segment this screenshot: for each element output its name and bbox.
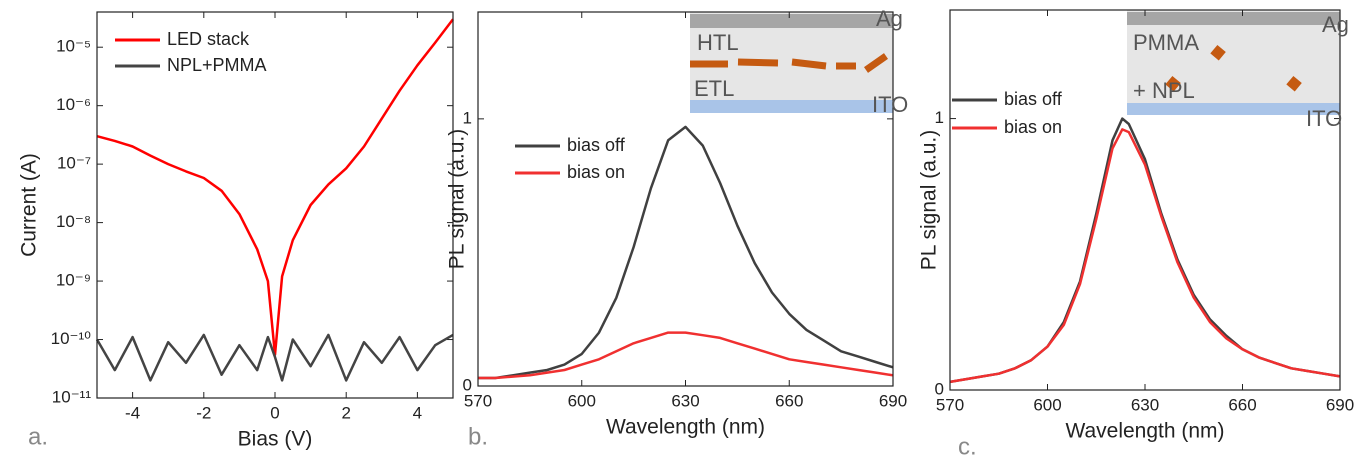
x-axis-label: Wavelength (nm) (606, 416, 765, 439)
data-line (95, 333, 454, 382)
inset-label: Ag (876, 6, 903, 31)
ito-layer (690, 100, 893, 113)
x-tick-label: 0 (270, 403, 279, 422)
y-axis-label: Current (A) (18, 153, 41, 257)
y-axis-label: PL signal (a.u.) (446, 129, 469, 269)
y-tick-label: 10⁻⁸ (56, 212, 91, 231)
x-tick-label: 660 (775, 391, 803, 410)
ag-layer (690, 14, 893, 28)
y-tick-label: 10⁻⁵ (56, 37, 91, 56)
data-line (478, 125, 894, 380)
ag-layer (1127, 12, 1340, 25)
x-axis-label: Wavelength (nm) (1065, 420, 1224, 443)
inset-label: + NPL (1133, 78, 1195, 103)
plot-frame (96, 11, 454, 399)
inset-label: ITO (1306, 106, 1342, 131)
legend-label: bias on (567, 162, 625, 182)
x-tick-label: 690 (1326, 395, 1354, 414)
inset-label: HTL (697, 30, 739, 55)
y-tick-label: 0 (935, 379, 944, 398)
x-tick-label: 2 (341, 403, 350, 422)
npl-layer (690, 53, 889, 73)
legend-label: bias off (1004, 89, 1063, 109)
x-tick-label: 570 (936, 395, 964, 414)
panel-label: c. (958, 433, 977, 460)
inset-label: Ag (1322, 12, 1349, 37)
data-line (949, 128, 1341, 384)
y-tick-label: 0 (463, 375, 472, 394)
inset-label: ITO (872, 92, 908, 117)
y-tick-label: 10⁻¹⁰ (51, 329, 92, 348)
inset-label: PMMA (1133, 30, 1199, 55)
y-tick-label: 1 (935, 108, 944, 127)
panel-label: a. (28, 423, 48, 450)
inset-b (690, 12, 893, 113)
y-tick-label: 10⁻⁷ (57, 154, 91, 173)
npl (1210, 44, 1226, 61)
legend-label: bias on (1004, 117, 1062, 137)
y-axis-label: PL signal (a.u.) (918, 130, 941, 270)
legend-label: NPL+PMMA (167, 55, 267, 75)
panel-label: b. (468, 423, 488, 450)
x-tick-label: 630 (1131, 395, 1159, 414)
plot-frame (949, 9, 1341, 391)
x-tick-label: 4 (413, 403, 422, 422)
x-tick-label: 630 (671, 391, 699, 410)
y-tick-label: 10⁻¹¹ (52, 387, 92, 406)
legend-label: LED stack (167, 29, 250, 49)
y-tick-label: 1 (463, 108, 472, 127)
x-tick-label: 690 (879, 391, 907, 410)
ito-layer (1127, 103, 1340, 115)
x-tick-label: 600 (1033, 395, 1061, 414)
plot-frame (477, 11, 894, 387)
data-line (478, 331, 894, 380)
legend-label: bias off (567, 135, 626, 155)
npl (1286, 75, 1302, 92)
x-tick-label: 600 (568, 391, 596, 410)
x-tick-label: 660 (1228, 395, 1256, 414)
y-tick-label: 10⁻⁹ (56, 271, 91, 290)
npl (1165, 75, 1181, 92)
data-line (949, 117, 1341, 384)
x-tick-label: 570 (464, 391, 492, 410)
inset-box (1127, 10, 1340, 115)
x-axis-label: Bias (V) (238, 428, 313, 451)
data-line (96, 18, 454, 356)
y-tick-label: 10⁻⁶ (56, 95, 91, 114)
x-tick-label: -2 (196, 403, 211, 422)
inset-c (1127, 10, 1340, 115)
inset-label: ETL (694, 76, 734, 101)
x-tick-label: -4 (125, 403, 140, 422)
